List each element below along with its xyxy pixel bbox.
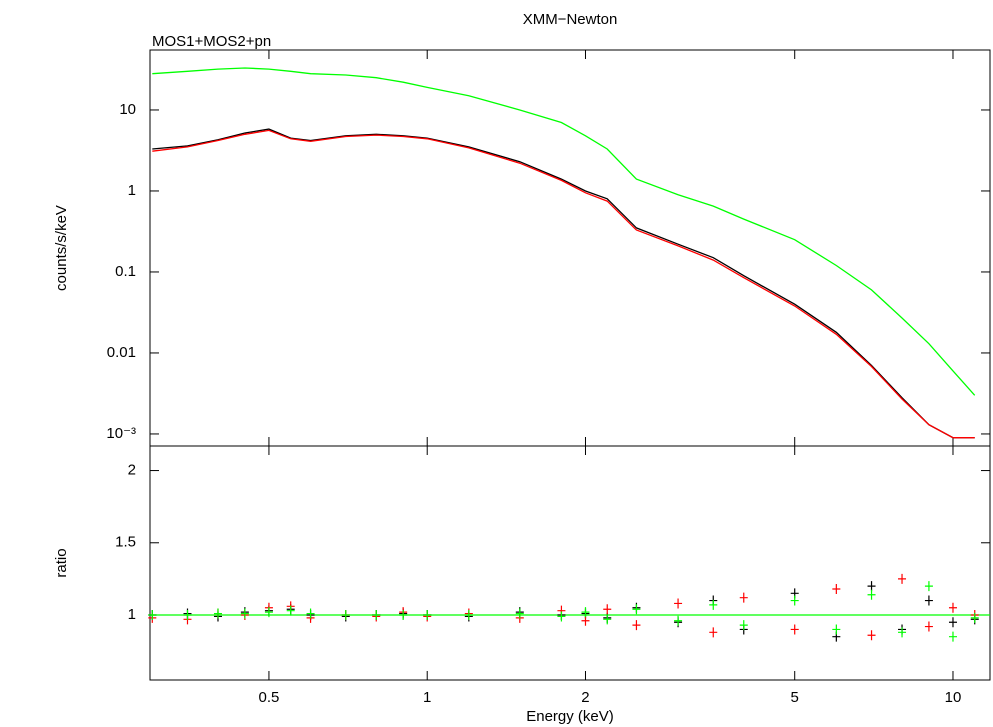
data-point <box>372 610 381 620</box>
data-point <box>286 605 295 616</box>
data-point <box>603 604 612 615</box>
data-point <box>213 608 222 619</box>
y-axis-label: counts/s/keV <box>53 205 70 291</box>
data-point <box>790 595 799 606</box>
data-point <box>341 610 350 620</box>
data-point <box>739 620 748 631</box>
y-tick-label: 1 <box>128 606 136 623</box>
data-point <box>924 595 933 606</box>
data-point <box>557 611 566 622</box>
data-point <box>790 624 799 635</box>
plot-frame <box>149 445 991 681</box>
y-axis-label: ratio <box>53 548 70 577</box>
data-point <box>867 589 876 600</box>
data-point <box>898 627 907 638</box>
data-point <box>306 608 315 619</box>
data-point <box>948 617 957 628</box>
y-tick-label: 2 <box>128 462 136 479</box>
y-tick-label: 1 <box>128 182 136 199</box>
plot-frame <box>149 49 991 447</box>
data-point <box>632 604 641 615</box>
chart-title: XMM−Newton <box>523 11 618 28</box>
y-tick-label: 0.01 <box>107 344 136 361</box>
data-point <box>240 608 249 619</box>
data-point <box>709 627 718 638</box>
data-point <box>183 610 192 620</box>
data-point <box>739 592 748 603</box>
data-point <box>264 607 273 618</box>
data-point <box>867 630 876 641</box>
x-axis-label: Energy (keV) <box>526 708 614 725</box>
spectrum-line <box>152 67 976 396</box>
data-point <box>581 607 590 618</box>
data-point <box>948 631 957 642</box>
y-tick-label: 10⁻³ <box>106 425 136 442</box>
chart-subtitle: MOS1+MOS2+pn <box>152 33 271 50</box>
x-tick-label: 5 <box>791 689 799 706</box>
data-point <box>709 599 718 610</box>
data-point <box>581 615 590 626</box>
data-point <box>832 624 841 635</box>
data-point <box>423 610 432 620</box>
data-point <box>832 584 841 594</box>
x-tick-label: 2 <box>581 689 589 706</box>
y-tick-label: 0.1 <box>115 263 136 280</box>
data-point <box>674 615 683 626</box>
data-point <box>603 614 612 625</box>
data-point <box>948 602 957 613</box>
data-point <box>674 598 683 609</box>
y-tick-label: 1.5 <box>115 534 136 551</box>
data-point <box>632 620 641 631</box>
data-point <box>898 573 907 584</box>
spectrum-line <box>152 129 975 439</box>
data-point <box>924 621 933 632</box>
data-point <box>515 608 524 619</box>
x-tick-label: 1 <box>423 689 431 706</box>
data-point <box>924 581 933 592</box>
data-point <box>399 610 408 620</box>
data-point <box>970 612 979 623</box>
x-tick-label: 0.5 <box>259 689 280 706</box>
data-point <box>867 581 876 592</box>
spectrum-line <box>152 128 975 439</box>
data-point <box>464 610 473 620</box>
data-point <box>148 610 157 620</box>
y-tick-label: 10 <box>119 101 136 118</box>
x-tick-label: 10 <box>945 689 962 706</box>
